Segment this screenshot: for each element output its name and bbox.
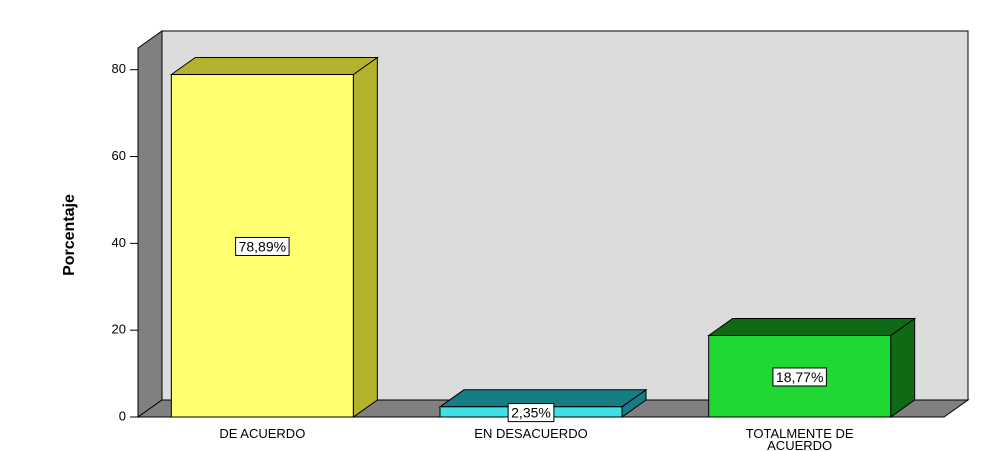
x-tick-label: DE ACUERDO [219, 426, 306, 441]
bar-top [169, 57, 379, 76]
x-tick-label: TOTALMENTE DE ACUERDO [745, 426, 854, 451]
bar-top [707, 318, 917, 337]
y-tick-label: 20 [112, 322, 126, 337]
left-wall [137, 30, 163, 418]
value-label: 18,77% [776, 369, 823, 385]
value-label: 2,35% [511, 405, 551, 421]
y-axis-title: Porcentaje [61, 194, 78, 276]
y-tick-label: 0 [119, 408, 126, 423]
value-label-box [235, 236, 290, 256]
y-tick-label: 80 [112, 61, 126, 76]
y-tick-label: 40 [112, 235, 126, 250]
x-tick-label: EN DESACUERDO [474, 426, 588, 441]
y-tick-label: 60 [112, 148, 126, 163]
value-label: 78,89% [239, 238, 286, 254]
bar-side [352, 56, 378, 418]
value-label-box [507, 403, 555, 423]
value-label-box [772, 367, 827, 387]
